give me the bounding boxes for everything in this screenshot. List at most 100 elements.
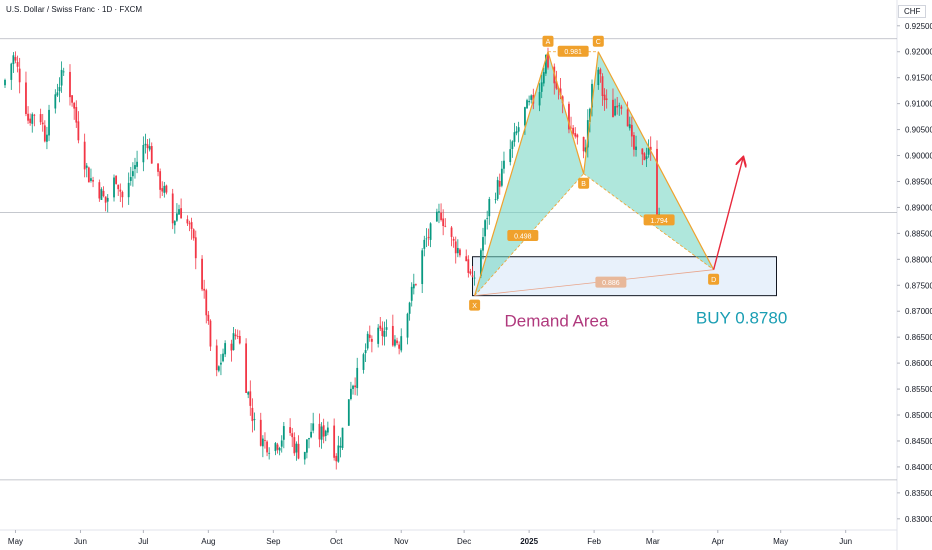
candle-body <box>4 79 6 86</box>
candle-body <box>396 340 398 344</box>
candle-body <box>142 144 145 163</box>
candle-body <box>310 431 312 438</box>
x-tick-label: 2025 <box>520 537 538 546</box>
candle-body <box>561 96 564 104</box>
candle-body <box>410 286 413 301</box>
candle-body <box>98 182 101 199</box>
pattern-ratio-0-981[interactable]: 0.981 <box>557 45 589 57</box>
candle-body <box>238 335 241 344</box>
candle-body <box>379 325 382 329</box>
candle-body <box>538 92 541 106</box>
candle-body <box>259 419 262 446</box>
candle-body <box>136 161 138 167</box>
candle-body <box>524 107 526 126</box>
candle-body <box>150 146 153 164</box>
candle-body <box>220 362 222 365</box>
candle-body <box>144 143 147 146</box>
pattern-point-x[interactable]: X <box>469 299 481 311</box>
candle-body <box>253 419 256 421</box>
candle-body <box>73 102 76 109</box>
x-tick-label: Dec <box>457 537 471 546</box>
candle-body <box>278 447 281 451</box>
candle-body <box>486 217 489 219</box>
candle-body <box>165 185 168 193</box>
x-tick-label: Jun <box>839 537 852 546</box>
candle-body <box>159 171 162 190</box>
demand-area-box[interactable] <box>472 256 778 297</box>
candle-body <box>266 441 268 453</box>
candle-body <box>295 443 298 453</box>
pattern-point-d[interactable]: D <box>708 273 720 285</box>
candle-body <box>435 211 438 222</box>
candle-body <box>303 451 306 460</box>
candle-body <box>628 124 631 129</box>
pattern-ratio-0-498[interactable]: 0.498 <box>507 229 539 241</box>
candle-body <box>517 127 520 132</box>
candle-body <box>77 121 80 141</box>
candle-body <box>423 239 426 249</box>
candle-body <box>572 127 575 134</box>
candle-body <box>100 189 103 200</box>
candle-body <box>503 160 505 169</box>
candle-body <box>471 275 474 277</box>
pattern-xab-fill <box>474 51 584 296</box>
candle-body <box>568 103 570 130</box>
candle-body <box>412 284 415 289</box>
pattern-leg-BC <box>583 51 599 174</box>
pattern-ratio-0-981-bg <box>557 45 589 57</box>
candle-body <box>16 61 19 67</box>
candle-body <box>157 163 159 172</box>
pattern-point-b-text: B <box>581 181 586 188</box>
candle-body <box>335 455 338 462</box>
pattern-ratio-1-794[interactable]: 1.794 <box>643 214 675 226</box>
candle-body <box>618 105 621 107</box>
candle-body <box>62 71 65 73</box>
candle-body <box>614 106 616 116</box>
candle-body <box>297 443 300 459</box>
candle-body <box>236 336 239 337</box>
candle-body <box>56 92 59 96</box>
candle-body <box>39 114 42 123</box>
candle-body <box>322 425 325 437</box>
candle-body <box>398 344 401 349</box>
candle-body <box>268 452 271 454</box>
candle-body <box>308 438 310 440</box>
candle-body <box>251 407 254 422</box>
y-tick-label: 0.92500 <box>905 22 932 31</box>
pattern-point-b[interactable]: B <box>578 177 590 189</box>
currency-button[interactable]: CHF <box>898 5 927 18</box>
candle-body <box>366 333 369 349</box>
candle-body <box>530 95 533 100</box>
candle-body <box>261 438 264 447</box>
y-tick-label: 0.92000 <box>905 48 932 57</box>
pattern-ratio-0-886[interactable]: 0.886 <box>595 276 627 288</box>
candle-body <box>274 443 277 452</box>
pattern-point-c[interactable]: C <box>592 35 604 47</box>
candle-body <box>406 313 409 338</box>
candle-body <box>33 114 36 116</box>
projection-arrow[interactable] <box>712 158 743 270</box>
pattern-ratio-0-498-text: 0.498 <box>514 233 532 240</box>
candle-body <box>54 94 57 109</box>
candle-body <box>597 69 600 86</box>
candle-body <box>320 426 323 440</box>
candle-body <box>658 213 660 215</box>
candle-body <box>27 113 29 121</box>
candle-body <box>222 353 224 362</box>
candle-body <box>173 220 176 226</box>
candle-body <box>324 430 327 437</box>
y-tick-label: 0.91000 <box>905 100 932 109</box>
candle-body <box>368 334 371 338</box>
pattern-point-a[interactable]: A <box>542 35 554 47</box>
candle-body <box>467 259 470 273</box>
candle-body <box>339 445 342 448</box>
demand-area-label: Demand Area <box>505 312 609 331</box>
candle-body <box>599 69 602 75</box>
candle-body <box>102 190 105 197</box>
pattern-point-d-text: D <box>711 277 716 284</box>
y-tick-label: 0.84000 <box>905 463 932 472</box>
x-tick-label: Aug <box>201 537 215 546</box>
candle-body <box>205 290 208 316</box>
x-tick-label: Feb <box>587 537 601 546</box>
